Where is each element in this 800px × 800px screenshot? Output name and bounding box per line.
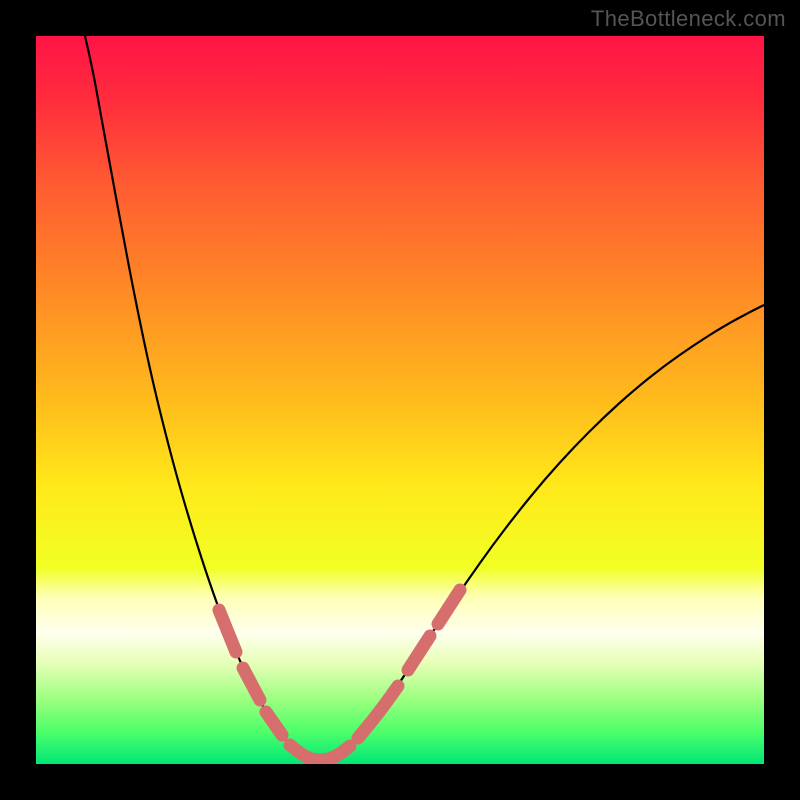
plot-background: [36, 36, 764, 764]
bottleneck-chart: [0, 0, 800, 800]
chart-stage: TheBottleneck.com: [0, 0, 800, 800]
watermark-text: TheBottleneck.com: [591, 6, 786, 32]
